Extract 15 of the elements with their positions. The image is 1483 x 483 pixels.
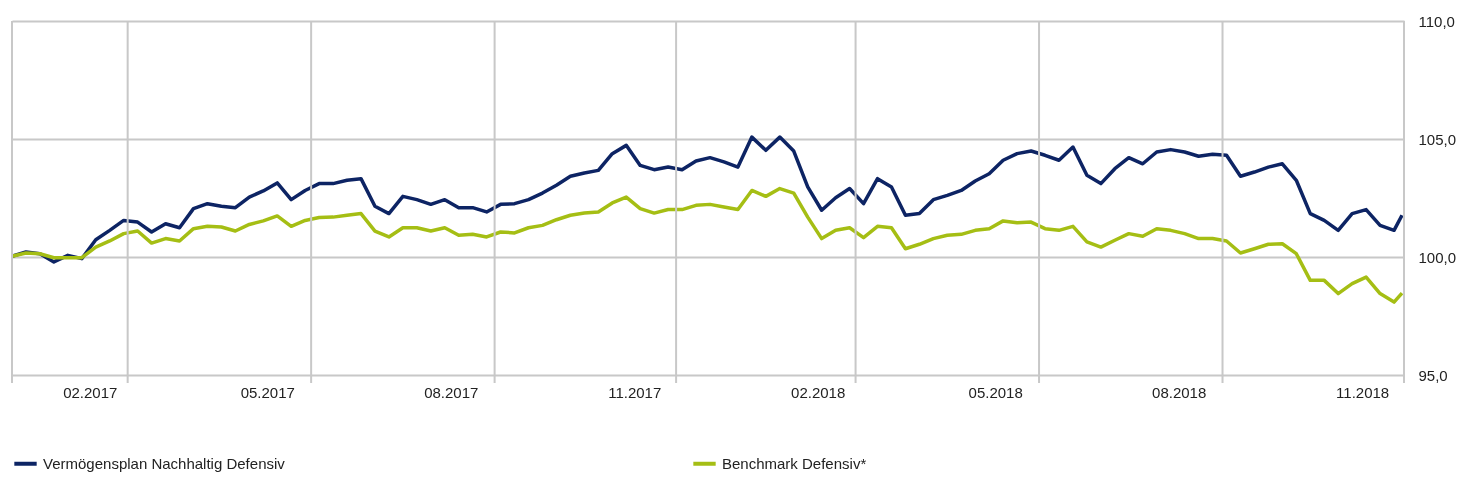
x-tick-label: 02.2018 (791, 383, 846, 401)
legend-label: Benchmark Defensiv* (722, 454, 867, 472)
x-tick-label: 08.2017 (424, 383, 479, 401)
x-tick-label: 11.2018 (1336, 383, 1390, 401)
y-tick-label: 110,0 (1418, 12, 1455, 30)
x-tick-label: 05.2017 (240, 383, 295, 401)
x-tick-label: 08.2018 (1152, 383, 1207, 401)
y-tick-label: 105,0 (1418, 130, 1457, 148)
x-tick-label: 05.2018 (968, 383, 1023, 401)
y-tick-label: 100,0 (1418, 248, 1457, 266)
x-tick-label: 02.2017 (63, 383, 118, 401)
y-tick-label: 95,0 (1418, 366, 1448, 384)
legend-label: Vermögensplan Nachhaltig Defensiv (43, 454, 286, 472)
line-series (10, 186, 1404, 304)
x-tick-label: 11.2017 (608, 383, 662, 401)
